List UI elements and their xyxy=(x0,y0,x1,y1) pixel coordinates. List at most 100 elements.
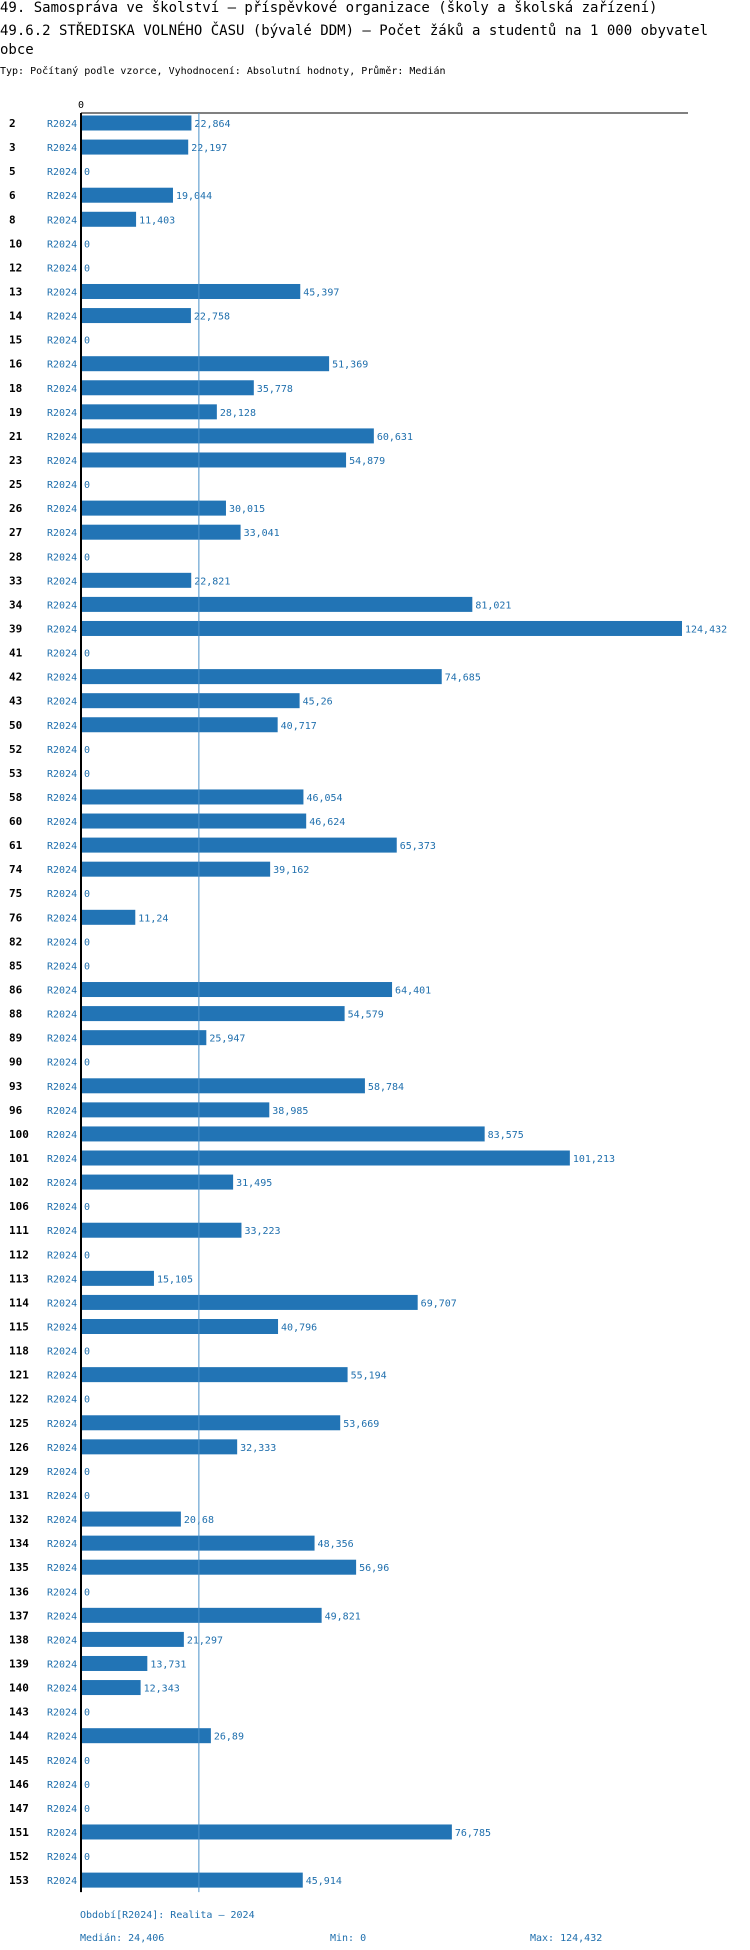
category-label: 139 xyxy=(9,1657,29,1670)
series-label: R2024 xyxy=(47,1274,77,1285)
bar xyxy=(81,669,442,685)
bar xyxy=(81,717,278,733)
series-label: R2024 xyxy=(47,384,77,395)
value-label: 54,579 xyxy=(348,1010,384,1021)
bar xyxy=(81,380,254,396)
bar xyxy=(81,139,189,155)
bar xyxy=(81,1439,238,1455)
series-label: R2024 xyxy=(47,528,77,539)
series-label: R2024 xyxy=(47,1130,77,1141)
series-label: R2024 xyxy=(47,1058,77,1069)
value-label: 76,785 xyxy=(455,1828,491,1839)
value-label: 30,015 xyxy=(229,504,265,515)
bar xyxy=(81,1102,270,1118)
value-label: 0 xyxy=(84,1058,90,1069)
footer-median: Medián: 24,406 xyxy=(80,1933,165,1944)
value-label: 33,041 xyxy=(244,528,280,539)
series-label: R2024 xyxy=(47,1298,77,1309)
value-label: 0 xyxy=(84,1491,90,1502)
series-label: R2024 xyxy=(47,1082,77,1093)
series-label: R2024 xyxy=(47,1323,77,1334)
series-label: R2024 xyxy=(47,432,77,443)
bar xyxy=(81,1655,148,1671)
series-label: R2024 xyxy=(47,408,77,419)
series-label: R2024 xyxy=(47,986,77,997)
chart-parameters: Typ: Počítaný podle vzorce, Vyhodnocení:… xyxy=(0,66,446,77)
series-label: R2024 xyxy=(47,552,77,563)
value-label: 45,914 xyxy=(306,1876,342,1887)
series-label: R2024 xyxy=(47,1419,77,1430)
category-label: 41 xyxy=(9,647,23,660)
value-label: 13,731 xyxy=(150,1659,186,1670)
chart-subtitle-indicator: 49.6.2 STŘEDISKA VOLNÉHO ČASU (bývalé DD… xyxy=(0,23,709,58)
category-label: 39 xyxy=(9,622,22,635)
bar xyxy=(81,1150,570,1166)
category-label: 102 xyxy=(9,1176,29,1189)
series-label: R2024 xyxy=(47,1443,77,1454)
value-label: 19,044 xyxy=(176,191,212,202)
series-label: R2024 xyxy=(47,889,77,900)
value-label: 56,96 xyxy=(359,1563,389,1574)
bar xyxy=(81,572,192,588)
bar xyxy=(81,789,304,805)
bar xyxy=(81,1511,181,1527)
bar xyxy=(81,1294,418,1310)
value-label: 15,105 xyxy=(157,1274,193,1285)
category-label: 113 xyxy=(9,1272,29,1285)
bar xyxy=(81,1222,242,1238)
category-label: 122 xyxy=(9,1393,29,1406)
series-label: R2024 xyxy=(47,913,77,924)
bar xyxy=(81,982,393,998)
value-label: 32,333 xyxy=(240,1443,276,1454)
category-label: 25 xyxy=(9,478,22,491)
value-label: 0 xyxy=(84,1708,90,1719)
category-label: 153 xyxy=(9,1874,29,1887)
series-label: R2024 xyxy=(47,1226,77,1237)
bar xyxy=(81,452,347,468)
category-label: 144 xyxy=(9,1730,29,1743)
category-label: 27 xyxy=(9,526,22,539)
series-label: R2024 xyxy=(47,1635,77,1646)
series-label: R2024 xyxy=(47,1467,77,1478)
value-label: 0 xyxy=(84,263,90,274)
bar xyxy=(81,1607,322,1623)
bar xyxy=(81,909,136,925)
bar xyxy=(81,861,271,877)
value-label: 0 xyxy=(84,1202,90,1213)
bar xyxy=(81,1030,207,1046)
bar xyxy=(81,115,192,131)
value-label: 28,128 xyxy=(220,408,256,419)
value-label: 0 xyxy=(84,1347,90,1358)
series-label: R2024 xyxy=(47,937,77,948)
category-label: 5 xyxy=(9,165,16,178)
category-label: 15 xyxy=(9,334,22,347)
category-label: 132 xyxy=(9,1513,29,1526)
category-label: 96 xyxy=(9,1104,23,1117)
series-label: R2024 xyxy=(47,1684,77,1695)
category-label: 82 xyxy=(9,935,22,948)
category-label: 74 xyxy=(9,863,23,876)
value-label: 45,397 xyxy=(303,287,339,298)
category-label: 88 xyxy=(9,1008,22,1021)
series-label: R2024 xyxy=(47,1563,77,1574)
category-label: 86 xyxy=(9,984,23,997)
footer-max: Max: 124,432 xyxy=(530,1933,603,1944)
category-label: 115 xyxy=(9,1321,29,1334)
series-label: R2024 xyxy=(47,1611,77,1622)
category-label: 118 xyxy=(9,1345,29,1358)
bar xyxy=(81,1415,341,1431)
value-label: 46,054 xyxy=(306,793,342,804)
category-label: 13 xyxy=(9,285,22,298)
category-label: 125 xyxy=(9,1417,29,1430)
series-label: R2024 xyxy=(47,624,77,635)
value-label: 40,717 xyxy=(281,721,317,732)
category-label: 58 xyxy=(9,791,22,804)
series-label: R2024 xyxy=(47,673,77,684)
x-axis-zero-label: 0 xyxy=(78,100,84,111)
bar xyxy=(81,596,473,612)
value-label: 65,373 xyxy=(400,841,436,852)
bar xyxy=(81,693,300,709)
series-label: R2024 xyxy=(47,1395,77,1406)
bar xyxy=(81,1824,452,1840)
series-label: R2024 xyxy=(47,360,77,371)
